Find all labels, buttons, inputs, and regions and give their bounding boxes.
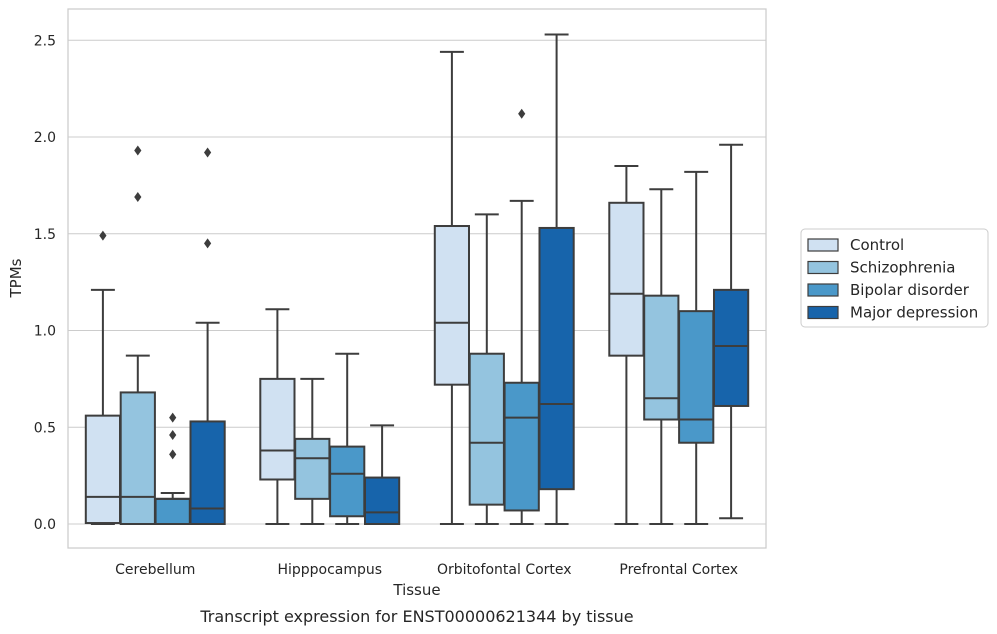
- legend-swatch-schizophrenia: [807, 260, 839, 275]
- x-tick-label: Hipppocampus: [277, 562, 382, 578]
- box-body: [363, 476, 401, 525]
- box-body: [84, 414, 122, 525]
- legend-label-major-depression: Major depression: [850, 304, 978, 322]
- outlier-point: [204, 147, 212, 158]
- outlier-point: [169, 412, 177, 423]
- legend: Control Schizophrenia Bipolar disorder Majo…: [800, 228, 989, 328]
- outlier-point: [518, 108, 526, 119]
- y-tick-label: 1.0: [34, 324, 56, 340]
- box-prefrontal-cortex-control: [608, 165, 645, 525]
- box-prefrontal-cortex-major-depression: [712, 143, 750, 520]
- box-body: [678, 310, 715, 444]
- box-prefrontal-cortex-schizophrenia: [643, 188, 680, 525]
- box-hipppocampus-major-depression: [363, 424, 401, 525]
- box-body: [608, 201, 645, 357]
- y-tick-label: 0.5: [34, 420, 56, 436]
- box-orbitofontal-cortex-bipolar-disorder: [503, 108, 540, 525]
- box-body: [643, 294, 680, 421]
- box-orbitofontal-cortex-major-depression: [538, 33, 575, 525]
- box-body: [712, 288, 750, 407]
- x-tick-labels: Cerebellum Hipppocampus Orbitofontal Corte…: [115, 562, 738, 578]
- x-tick-label: Orbitofontal Cortex: [437, 562, 572, 578]
- outlier-point: [169, 429, 177, 440]
- box-hipppocampus-bipolar-disorder: [329, 352, 366, 525]
- box-body: [433, 225, 471, 386]
- legend-label-bipolar-disorder: Bipolar disorder: [850, 281, 970, 299]
- y-tick-label: 1.5: [34, 227, 56, 243]
- box-body: [294, 437, 331, 500]
- x-tick-label: Cerebellum: [115, 562, 195, 578]
- box-body: [503, 381, 540, 512]
- outlier-point: [134, 191, 142, 202]
- legend-swatch-major-depression: [807, 305, 839, 320]
- box-cerebellum-major-depression: [189, 147, 226, 526]
- legend-label-schizophrenia: Schizophrenia: [850, 259, 955, 277]
- y-axis-label: TPMs: [7, 258, 25, 298]
- box-body: [468, 352, 505, 506]
- outlier-point: [204, 238, 212, 249]
- box-body: [119, 391, 156, 526]
- legend-swatch-bipolar-disorder: [807, 283, 839, 297]
- y-tick-label: 0.0: [34, 517, 56, 533]
- legend-swatch-control: [807, 238, 839, 252]
- x-tick-label: Prefrontal Cortex: [619, 562, 738, 578]
- box-body: [329, 445, 366, 518]
- box-cerebellum-schizophrenia: [119, 145, 156, 526]
- box-hipppocampus-control: [259, 308, 296, 525]
- box-cerebellum-control: [84, 230, 122, 525]
- y-tick-label: 2.5: [34, 33, 56, 49]
- y-tick-labels: 0.0 0.5 1.0 1.5 2.0 2.5: [34, 33, 56, 533]
- outlier-point: [169, 449, 177, 460]
- plot-frame: [67, 8, 767, 549]
- box-cerebellum-bipolar-disorder: [154, 412, 191, 526]
- box-prefrontal-cortex-bipolar-disorder: [678, 170, 715, 525]
- box-body: [259, 377, 296, 481]
- x-axis-label: Tissue: [392, 581, 440, 599]
- box-orbitofontal-cortex-control: [433, 50, 471, 525]
- box-body: [538, 226, 575, 491]
- box-hipppocampus-schizophrenia: [294, 377, 331, 525]
- boxes: [84, 33, 750, 526]
- box-orbitofontal-cortex-schizophrenia: [468, 213, 505, 525]
- legend-label-control: Control: [850, 236, 904, 254]
- outlier-point: [99, 230, 107, 241]
- box-body: [154, 497, 191, 526]
- box-body: [189, 420, 226, 526]
- chart-caption: Transcript expression for ENST0000062134…: [199, 607, 633, 626]
- legend-frame: [800, 228, 989, 328]
- outlier-point: [134, 145, 142, 156]
- y-tick-label: 2.0: [34, 130, 56, 146]
